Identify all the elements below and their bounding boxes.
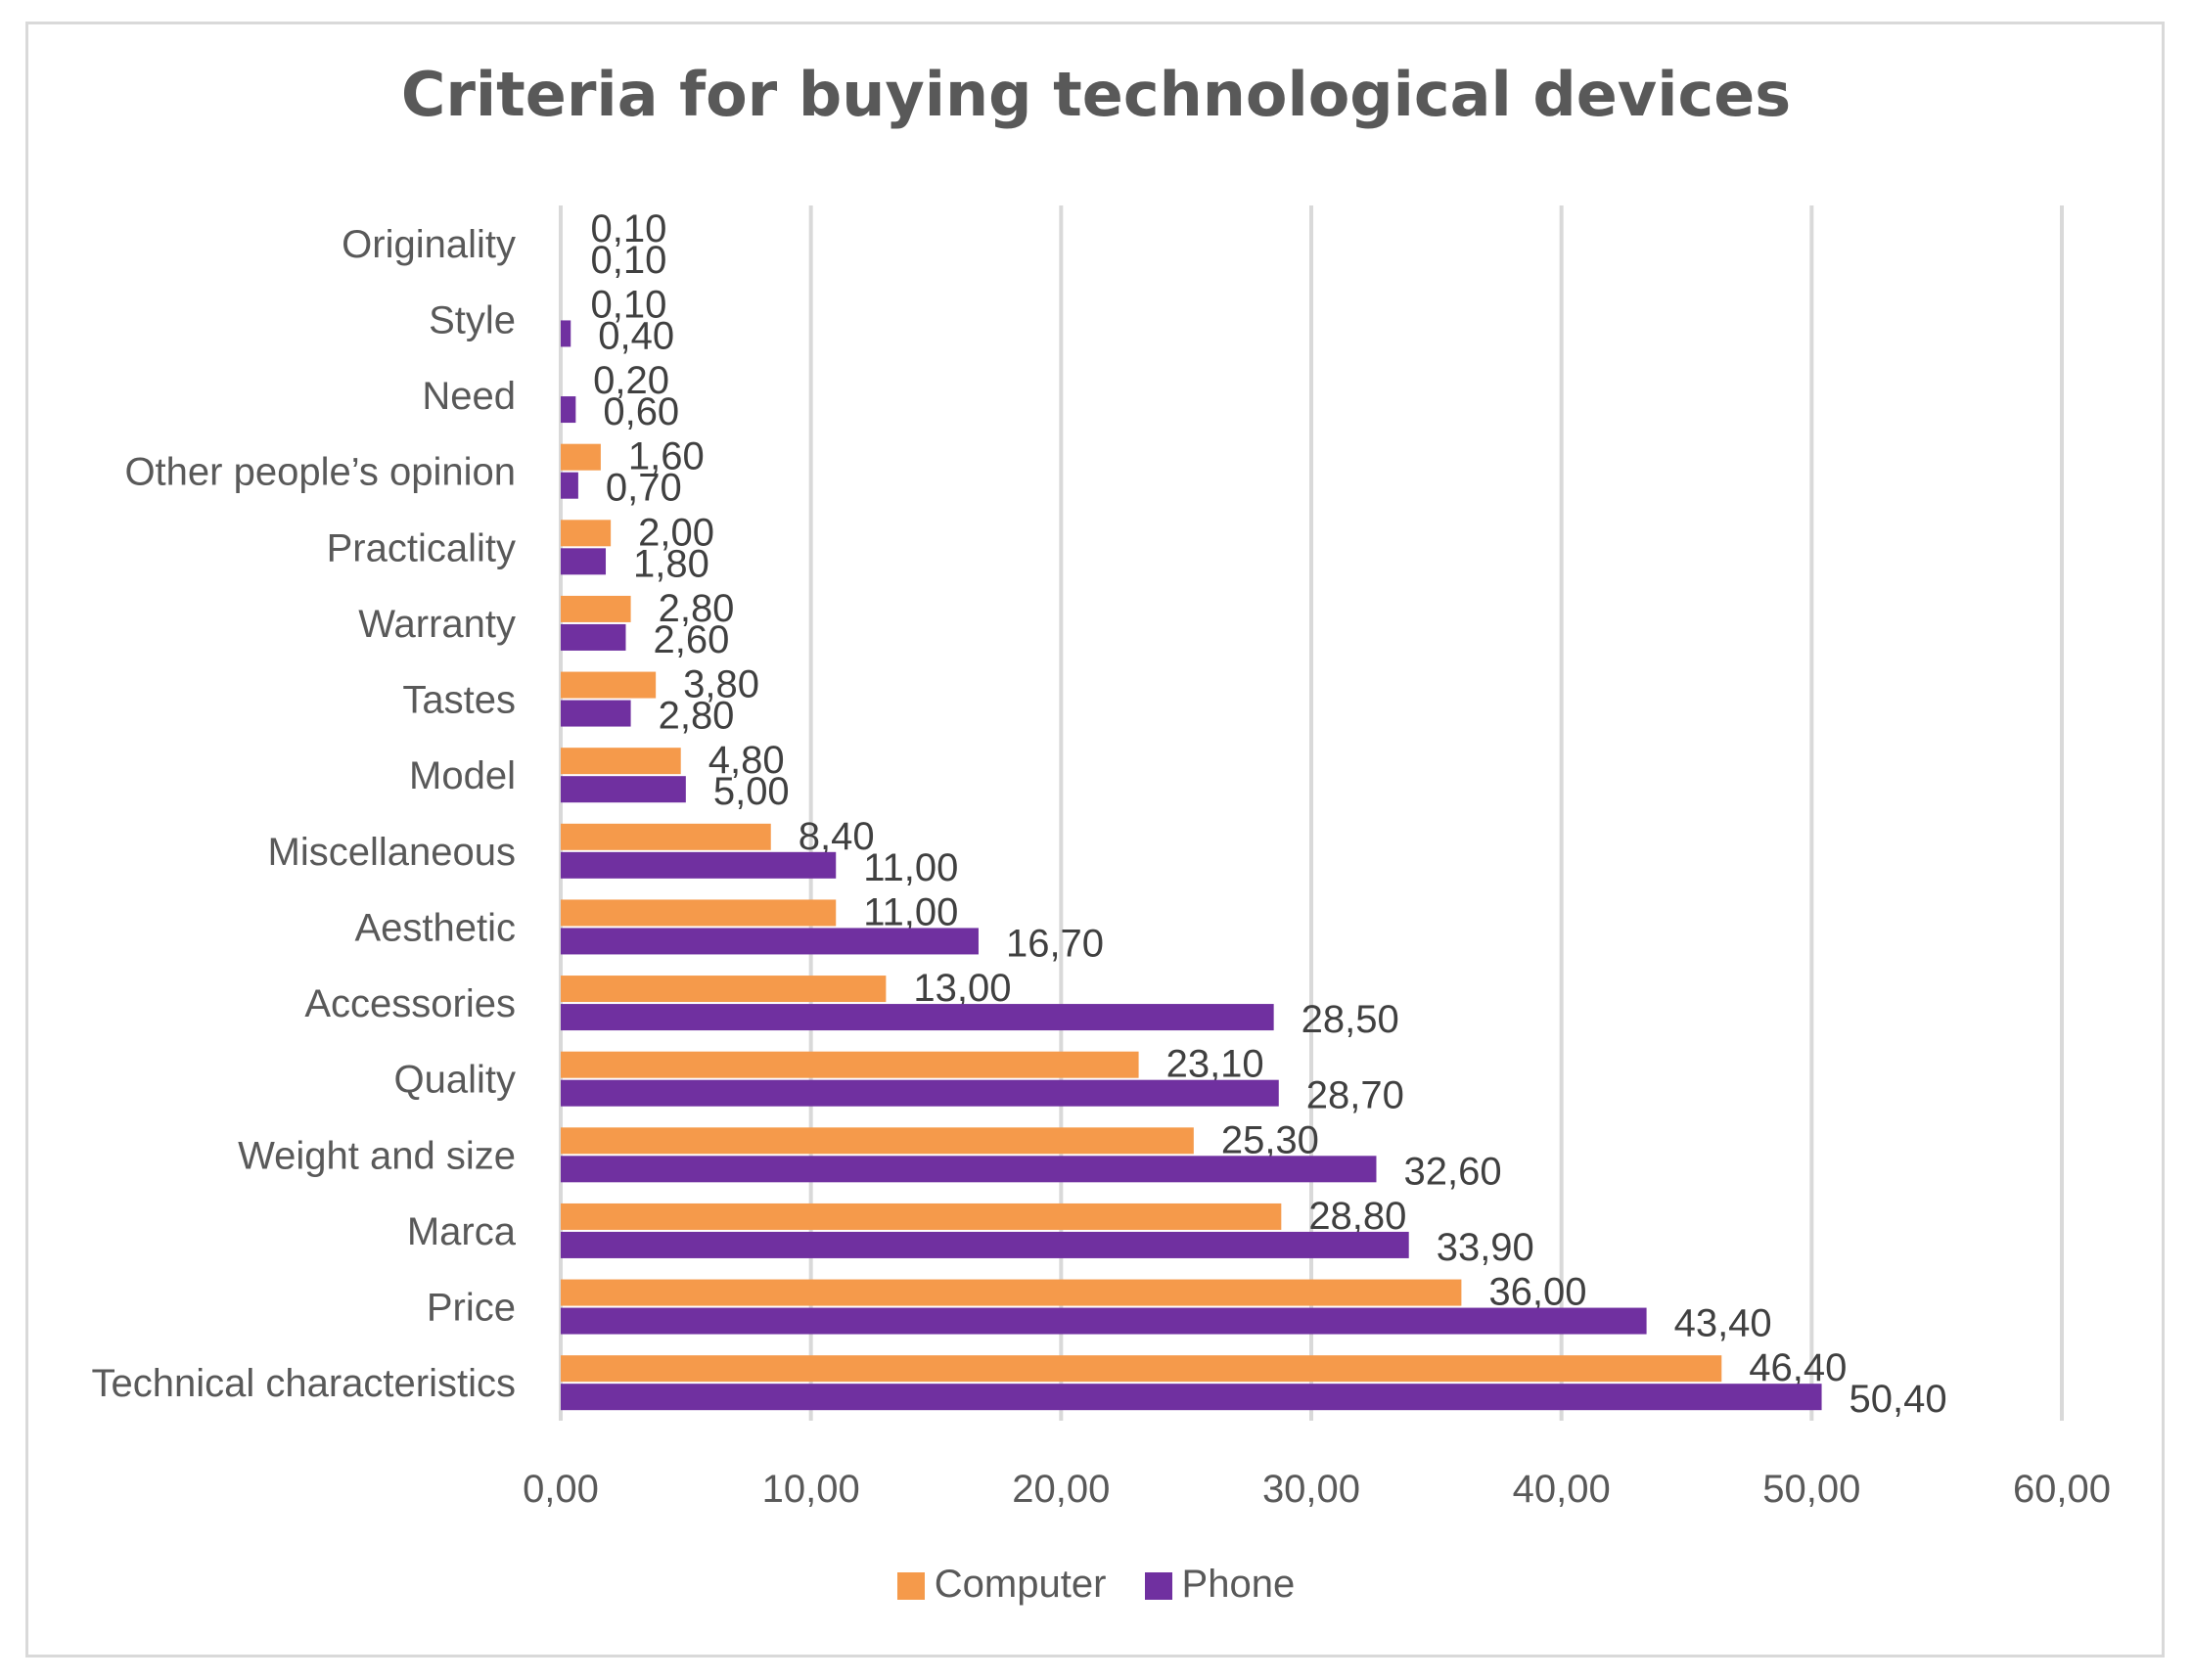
category-label: Accessories (304, 982, 516, 1025)
legend-swatch-computer (896, 1571, 925, 1600)
computer-bar (561, 1203, 1282, 1230)
category-label: Model (409, 754, 516, 797)
x-tick-label: 10,00 (762, 1468, 860, 1511)
x-tick-label: 0,00 (523, 1468, 599, 1511)
category-label: Quality (394, 1059, 517, 1102)
phone-data-label: 32,60 (1403, 1150, 1501, 1193)
phone-data-label: 5,00 (713, 770, 790, 813)
legend-swatch-phone (1144, 1571, 1172, 1600)
x-tick-label: 20,00 (1012, 1468, 1110, 1511)
computer-bar (561, 1355, 1722, 1383)
legend-label-phone: Phone (1181, 1562, 1296, 1606)
legend-label-computer: Computer (934, 1562, 1107, 1606)
computer-bar (561, 899, 837, 927)
x-tick-label: 50,00 (1762, 1468, 1860, 1511)
computer-data-label: 8,40 (799, 815, 875, 858)
phone-bar (561, 1156, 1377, 1183)
category-label: Technical characteristics (92, 1362, 517, 1405)
phone-data-label: 16,70 (1006, 922, 1104, 965)
computer-data-label: 4,80 (708, 739, 785, 782)
category-label: Price (427, 1287, 516, 1330)
computer-data-label: 46,40 (1749, 1346, 1847, 1389)
computer-data-label: 3,80 (683, 663, 759, 706)
legend-item-phone: Phone (1144, 1562, 1296, 1607)
phone-data-label: 33,90 (1437, 1226, 1534, 1269)
category-label: Other people’s opinion (124, 451, 516, 494)
phone-bar (561, 928, 979, 955)
phone-data-label: 2,60 (653, 618, 729, 661)
computer-data-label: 2,80 (659, 587, 735, 630)
computer-data-label: 13,00 (913, 967, 1011, 1010)
phone-data-label: 0,10 (591, 239, 667, 282)
computer-bar (561, 748, 681, 775)
computer-bar (561, 976, 887, 1003)
phone-bar (561, 1231, 1409, 1258)
computer-data-label: 11,00 (863, 890, 958, 933)
computer-data-label: 36,00 (1488, 1271, 1586, 1314)
computer-data-label: 23,10 (1166, 1043, 1264, 1086)
x-tick-label: 30,00 (1262, 1468, 1360, 1511)
category-label: Marca (407, 1210, 517, 1253)
computer-bar (561, 595, 631, 622)
category-label: Tastes (402, 679, 516, 722)
phone-bar (561, 1004, 1274, 1031)
category-label: Style (429, 298, 516, 341)
chart-title: Criteria for buying technological device… (400, 59, 1792, 130)
legend: Computer Phone (0, 1561, 2192, 1607)
category-label: Aesthetic (354, 906, 516, 949)
legend-item-computer: Computer (896, 1562, 1107, 1607)
computer-bar (561, 823, 771, 850)
computer-data-label: 0,10 (591, 283, 667, 326)
phone-bar (561, 472, 578, 499)
phone-bar (561, 623, 626, 651)
category-label: Weight and size (238, 1134, 516, 1177)
phone-data-label: 11,00 (863, 846, 958, 889)
computer-data-label: 2,00 (638, 511, 714, 554)
category-label: Miscellaneous (268, 831, 516, 874)
computer-data-label: 1,60 (628, 435, 705, 478)
phone-bar (561, 851, 837, 879)
phone-data-label: 28,50 (1302, 998, 1399, 1041)
computer-bar (561, 671, 657, 699)
phone-data-label: 1,80 (633, 542, 709, 585)
phone-data-label: 43,40 (1674, 1302, 1772, 1345)
phone-bar (561, 776, 686, 803)
category-label: Need (422, 375, 516, 418)
computer-bar (561, 443, 601, 471)
category-label: Originality (342, 223, 516, 266)
computer-bar (561, 520, 612, 547)
x-tick-label: 60,00 (2013, 1468, 2111, 1511)
category-label: Practicality (327, 526, 516, 569)
phone-data-label: 0,70 (606, 467, 682, 510)
phone-bar (561, 700, 631, 727)
computer-bar (561, 1127, 1194, 1155)
computer-bar (561, 1279, 1462, 1306)
category-label: Warranty (358, 603, 516, 646)
phone-data-label: 50,40 (1850, 1378, 1947, 1421)
phone-bar (561, 1079, 1279, 1107)
computer-bar (561, 1051, 1139, 1078)
phone-data-label: 0,60 (603, 390, 679, 433)
phone-bar (561, 320, 571, 347)
computer-data-label: 25,30 (1221, 1118, 1319, 1161)
computer-data-label: 28,80 (1308, 1195, 1406, 1238)
x-tick-label: 40,00 (1513, 1468, 1611, 1511)
phone-bar (561, 1307, 1647, 1335)
phone-bar (561, 548, 607, 575)
phone-data-label: 28,70 (1306, 1074, 1404, 1117)
phone-data-label: 2,80 (659, 695, 735, 738)
computer-data-label: 0,20 (593, 359, 669, 402)
phone-data-label: 0,40 (598, 314, 674, 357)
phone-bar (561, 396, 576, 424)
computer-data-label: 0,10 (591, 207, 667, 250)
phone-bar (561, 1384, 1822, 1411)
